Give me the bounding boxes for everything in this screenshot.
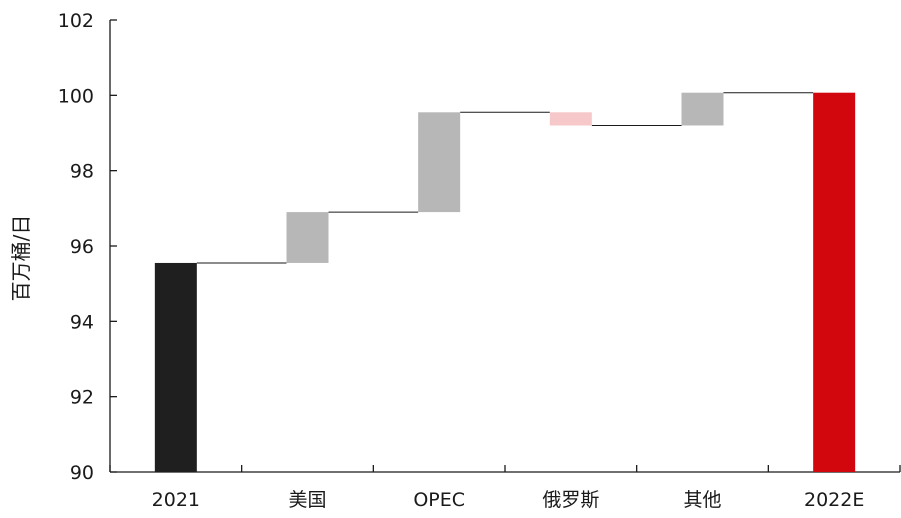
y-tick-label: 90 [70,462,94,484]
bar-total [813,92,856,473]
bar-increase [681,92,724,126]
x-tick-label: 美国 [288,489,326,511]
bar-increase [286,212,329,263]
y-tick-label: 100 [58,85,94,107]
y-tick-label: 96 [70,236,94,258]
bar-increase [418,112,461,213]
y-tick-label: 92 [70,387,94,409]
x-tick-label: 其他 [683,489,721,511]
x-tick-label: 2022E [804,489,864,511]
y-tick-label: 102 [58,10,94,32]
y-tick-label: 94 [70,311,94,333]
bar-total [154,262,197,472]
axes [109,19,901,473]
connector-lines [196,92,814,264]
y-tick-labels: 90 92 94 96 98 100 102 [58,10,94,484]
bar-decrease [549,112,592,126]
bars [154,92,856,473]
x-tick-label: 俄罗斯 [542,489,599,511]
x-tick-labels: 2021 美国 OPEC 俄罗斯 其他 2022E [152,489,865,511]
y-tick-label: 98 [70,161,94,183]
x-tick-label: 2021 [152,489,200,511]
y-axis-label-group: 百万桶/日 [9,215,33,302]
y-axis-label: 百万桶/日 [9,215,33,302]
x-tick-label: OPEC [413,489,465,511]
